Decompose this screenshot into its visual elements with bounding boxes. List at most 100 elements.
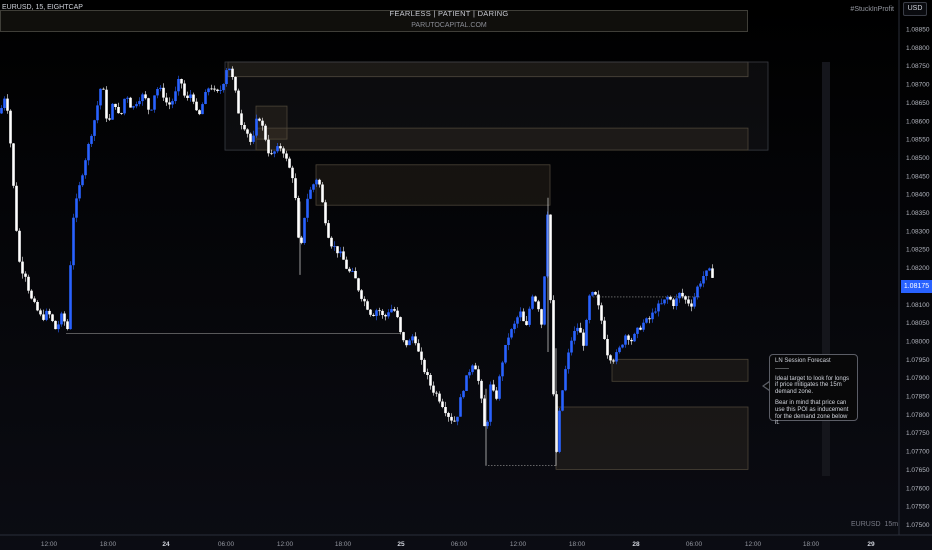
candle-body bbox=[624, 335, 627, 345]
price-tick-label: 1.07500 bbox=[906, 522, 930, 529]
symbol-label: EURUSD, 15, EIGHTCAP bbox=[2, 4, 83, 11]
candle-body bbox=[126, 97, 129, 99]
candle-body bbox=[687, 299, 690, 304]
candle-body bbox=[222, 84, 225, 91]
candle-body bbox=[702, 276, 705, 284]
candle-body bbox=[525, 321, 528, 325]
candles[interactable] bbox=[0, 66, 714, 466]
candle-body bbox=[363, 298, 366, 302]
candle-body bbox=[537, 301, 540, 310]
candle-body bbox=[228, 68, 231, 71]
price-tick-label: 1.08100 bbox=[906, 302, 930, 309]
currency-button[interactable]: USD bbox=[903, 2, 927, 16]
candle-body bbox=[231, 68, 234, 77]
candle-body bbox=[492, 384, 495, 391]
candle-body bbox=[573, 331, 576, 341]
candle-body bbox=[579, 327, 582, 333]
supply-demand-zones[interactable] bbox=[224, 61, 769, 470]
candle-body bbox=[594, 292, 597, 295]
candle-body bbox=[633, 333, 636, 342]
candle-body bbox=[192, 94, 195, 102]
candle-body bbox=[522, 311, 525, 322]
candle-body bbox=[408, 340, 411, 346]
candle-body bbox=[372, 314, 375, 316]
price-levels[interactable] bbox=[66, 296, 700, 467]
candle-body bbox=[144, 94, 147, 99]
candle-body bbox=[174, 91, 177, 102]
candle-body bbox=[501, 362, 504, 377]
candle-body bbox=[237, 90, 240, 114]
candle-body bbox=[435, 392, 438, 394]
candle-body bbox=[138, 101, 141, 105]
candle-body bbox=[261, 120, 264, 126]
candle-body bbox=[75, 198, 78, 218]
candle-body bbox=[264, 125, 267, 140]
time-tick-label: 18:00 bbox=[803, 541, 820, 548]
candle-body bbox=[609, 355, 612, 361]
candle-body bbox=[357, 278, 360, 291]
candle-body bbox=[183, 83, 186, 96]
candle-body bbox=[300, 237, 303, 243]
current-price-tag: 1.08175 bbox=[901, 280, 932, 293]
candle-body bbox=[411, 336, 414, 341]
time-axis[interactable]: 12:00 18:00 24 06:00 12:00 18:00 25 06:00 12:00 1… bbox=[41, 541, 875, 548]
candle-body bbox=[81, 175, 84, 186]
candle-body bbox=[399, 317, 402, 333]
time-tick-label: 18:00 bbox=[335, 541, 352, 548]
candle-body bbox=[249, 133, 252, 142]
candle-body bbox=[282, 148, 285, 154]
candle-body bbox=[24, 273, 27, 277]
price-tick-label: 1.08550 bbox=[906, 137, 930, 144]
candle-body bbox=[423, 359, 426, 373]
callout-arrow-inner bbox=[764, 382, 770, 390]
candle-body bbox=[651, 312, 654, 320]
candle-body bbox=[471, 365, 474, 373]
price-tick-label: 1.07950 bbox=[906, 357, 930, 364]
candle-body bbox=[699, 283, 702, 287]
candle-body bbox=[498, 376, 501, 399]
candle-body bbox=[315, 179, 318, 185]
candle-body bbox=[438, 393, 441, 402]
price-tick-label: 1.08750 bbox=[906, 63, 930, 70]
candle-body bbox=[696, 286, 699, 298]
candle-body bbox=[165, 97, 168, 103]
candle-body bbox=[468, 372, 471, 376]
price-tick-label: 1.08250 bbox=[906, 247, 930, 254]
candle-body bbox=[681, 292, 684, 297]
candle-body bbox=[540, 309, 543, 325]
zone-box bbox=[224, 61, 769, 151]
candle-body bbox=[63, 313, 66, 322]
candle-body bbox=[60, 313, 63, 325]
candle-body bbox=[483, 398, 486, 427]
candle-body bbox=[384, 315, 387, 317]
candle-body bbox=[684, 296, 687, 300]
footer-symbol: EURUSD 15m bbox=[851, 521, 898, 528]
candle-body bbox=[267, 139, 270, 154]
price-tick-label: 1.08400 bbox=[906, 192, 930, 199]
candle-body bbox=[345, 259, 348, 269]
candle-body bbox=[663, 299, 666, 304]
candle-body bbox=[255, 118, 258, 136]
candle-body bbox=[450, 416, 453, 421]
candle-body bbox=[45, 310, 48, 320]
candle-body bbox=[381, 310, 384, 315]
price-tick-label: 1.08300 bbox=[906, 228, 930, 235]
price-tick-label: 1.07700 bbox=[906, 449, 930, 456]
price-tick-label: 1.08000 bbox=[906, 339, 930, 346]
candle-body bbox=[690, 303, 693, 307]
candle-body bbox=[99, 88, 102, 106]
candle-body bbox=[519, 311, 522, 318]
forecast-callout[interactable]: LN Session Forecast ------- Ideal target… bbox=[769, 354, 858, 426]
candle-body bbox=[426, 372, 429, 375]
hashtag-label: #StuckInProfit bbox=[850, 6, 894, 13]
candle-body bbox=[294, 178, 297, 198]
candle-body bbox=[627, 335, 630, 340]
candle-body bbox=[576, 327, 579, 332]
candle-body bbox=[168, 102, 171, 105]
time-tick-label: 06:00 bbox=[451, 541, 468, 548]
price-axis[interactable]: 1.08850 1.08800 1.08750 1.08700 1.08650 1.086… bbox=[906, 27, 930, 530]
price-tick-label: 1.08850 bbox=[906, 27, 930, 34]
candle-body bbox=[66, 321, 69, 329]
candle-body bbox=[354, 271, 357, 279]
